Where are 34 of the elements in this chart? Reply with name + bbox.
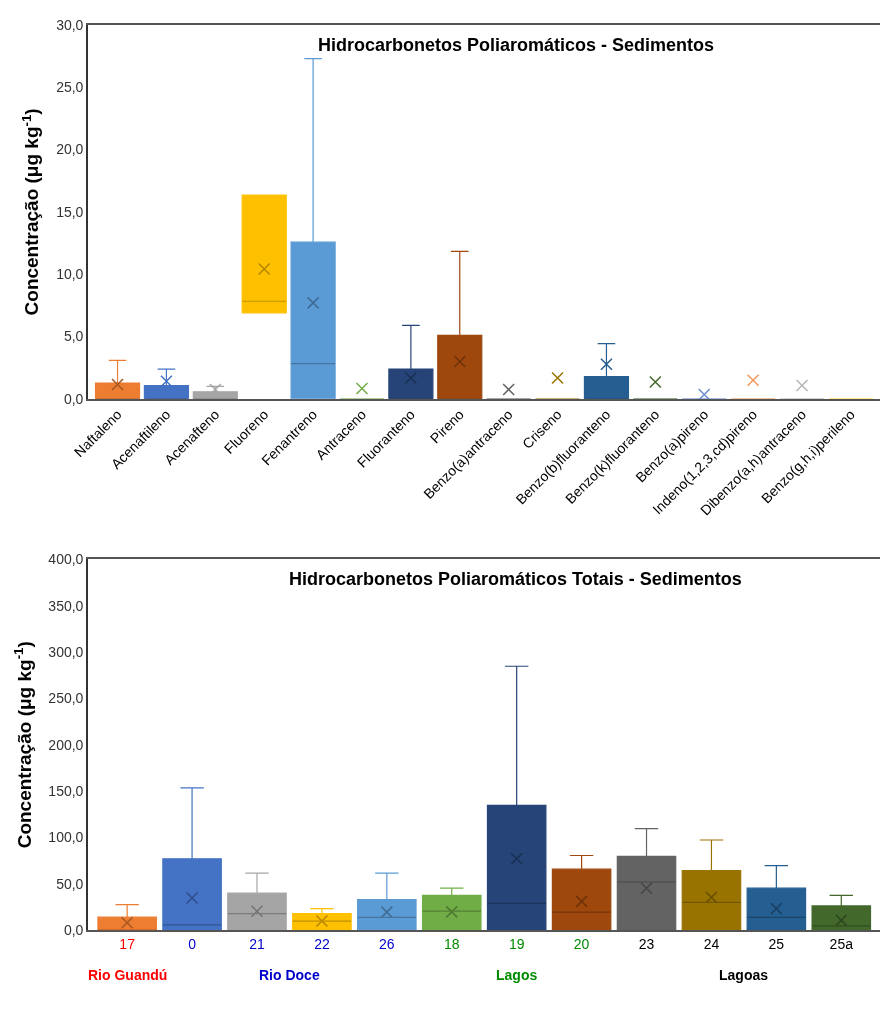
y-tick-label: 50,0: [56, 875, 84, 892]
x-tick-label: 25a: [829, 936, 854, 953]
y-tick-label: 0,0: [63, 390, 84, 407]
y-tick-label: 10,0: [56, 266, 84, 283]
y-tick-label: 15,0: [56, 203, 84, 220]
x-tick-label: 23: [638, 936, 655, 953]
text: Lagoas: [719, 967, 769, 983]
x-tick-label: 17: [119, 936, 136, 953]
y-tick-label: 400,0: [48, 551, 84, 568]
x-tick-label: 21: [249, 936, 265, 953]
y-tick-label: 300,0: [48, 643, 84, 660]
x-tick-label: 0: [188, 936, 197, 953]
x-tick-label: 22: [314, 936, 330, 953]
x-tick-label: 25: [768, 936, 785, 953]
y-tick-label: 25,0: [56, 79, 84, 96]
text: Hidrocarbonetos Poliaromáticos Totais - Sedimentos: [289, 569, 742, 589]
y-tick-label: 100,0: [48, 829, 84, 846]
y-tick-label: 350,0: [48, 597, 84, 614]
text: Hidrocarbonetos Poliaromáticos - Sedimentos: [318, 35, 715, 55]
y-tick-label: 150,0: [48, 783, 84, 800]
y-tick-label: 250,0: [48, 690, 84, 707]
x-tick-label: 20: [573, 936, 590, 953]
text: Rio Doce: [259, 967, 320, 983]
y-tick-label: 20,0: [56, 141, 84, 158]
x-tick-label: 18: [443, 936, 460, 953]
y-tick-label: 200,0: [48, 736, 84, 753]
text: Rio Guandú: [88, 967, 168, 983]
x-tick-label: 26: [379, 936, 395, 953]
x-tick-label: 24: [703, 936, 720, 953]
x-tick-label: 19: [508, 936, 525, 953]
y-tick-label: 0,0: [63, 922, 84, 939]
y-tick-label: 5,0: [63, 328, 84, 345]
y-tick-label: 30,0: [56, 16, 84, 33]
text: Lagos: [496, 967, 538, 983]
